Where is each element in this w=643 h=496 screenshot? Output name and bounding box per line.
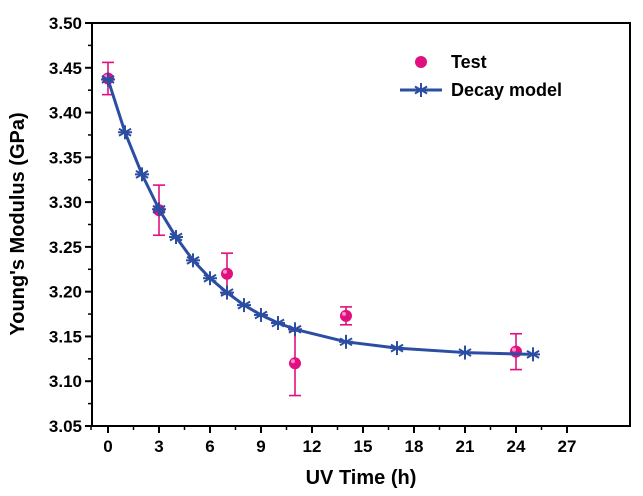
test-marker-highlight xyxy=(291,359,295,364)
test-point xyxy=(289,330,301,397)
decay-model-point xyxy=(118,125,132,140)
decay-model-point xyxy=(288,322,302,337)
x-tick-label: 15 xyxy=(354,437,373,456)
decay-model-point xyxy=(152,202,166,217)
axis-tick-labels: 0 3 6 9 12 15 18 21 24 27 3.05 3.10 3.15 3.20 3.25 3.30… xyxy=(49,14,577,456)
y-tick-label: 3.25 xyxy=(49,238,82,257)
test-point xyxy=(510,332,522,371)
legend-star-marker xyxy=(414,83,428,97)
axis-ticks xyxy=(85,22,568,433)
x-tick-label: 21 xyxy=(456,437,475,456)
x-tick-label: 3 xyxy=(154,437,163,456)
test-marker xyxy=(510,345,522,358)
legend-model-label: Decay model xyxy=(451,80,562,100)
y-tick-label: 3.40 xyxy=(49,104,82,123)
test-marker xyxy=(289,357,301,370)
x-axis-title: UV Time (h) xyxy=(306,467,417,489)
decay-model-point xyxy=(101,72,115,87)
decay-model-point xyxy=(203,271,217,286)
legend-model-marker xyxy=(414,83,428,97)
x-tick-label: 18 xyxy=(405,437,424,456)
decay-model-point xyxy=(237,298,251,313)
decay-model-point xyxy=(339,334,353,349)
decay-model-point xyxy=(271,316,285,331)
y-tick-label: 3.05 xyxy=(49,417,82,436)
x-tick-label: 12 xyxy=(303,437,322,456)
y-tick-label: 3.45 xyxy=(49,59,82,78)
x-tick-label: 0 xyxy=(103,437,112,456)
legend-test-marker xyxy=(415,56,427,68)
test-marker-highlight xyxy=(342,311,346,316)
decay-model-point xyxy=(458,345,472,360)
decay-model-point xyxy=(169,230,183,245)
y-tick-label: 3.35 xyxy=(49,148,82,167)
decay-model-point xyxy=(220,285,234,300)
decay-model-point xyxy=(186,253,200,268)
series-test xyxy=(102,61,522,397)
y-tick-label: 3.15 xyxy=(49,327,82,346)
y-tick-label: 3.50 xyxy=(49,14,82,33)
y-tick-label: 3.10 xyxy=(49,372,82,391)
series-decay-model xyxy=(101,72,540,362)
decay-model-point xyxy=(526,347,540,362)
x-tick-label: 27 xyxy=(558,437,577,456)
x-tick-label: 24 xyxy=(507,437,526,456)
decay-model-point xyxy=(390,341,404,356)
x-tick-label: 9 xyxy=(256,437,265,456)
test-point xyxy=(340,306,352,326)
test-marker-highlight xyxy=(512,347,516,352)
decay-model-line xyxy=(106,78,534,356)
legend: Test Decay model xyxy=(400,52,562,100)
decay-model-point xyxy=(254,307,268,322)
test-marker-highlight xyxy=(223,269,227,274)
legend-test-label: Test xyxy=(451,52,487,72)
y-tick-label: 3.30 xyxy=(49,193,82,212)
y-tick-label: 3.20 xyxy=(49,283,82,302)
test-marker xyxy=(221,267,233,280)
x-tick-label: 6 xyxy=(205,437,214,456)
decay-model-point xyxy=(135,167,149,182)
test-marker xyxy=(340,309,352,322)
y-axis-title: Young's Modulus (GPa) xyxy=(7,112,29,335)
